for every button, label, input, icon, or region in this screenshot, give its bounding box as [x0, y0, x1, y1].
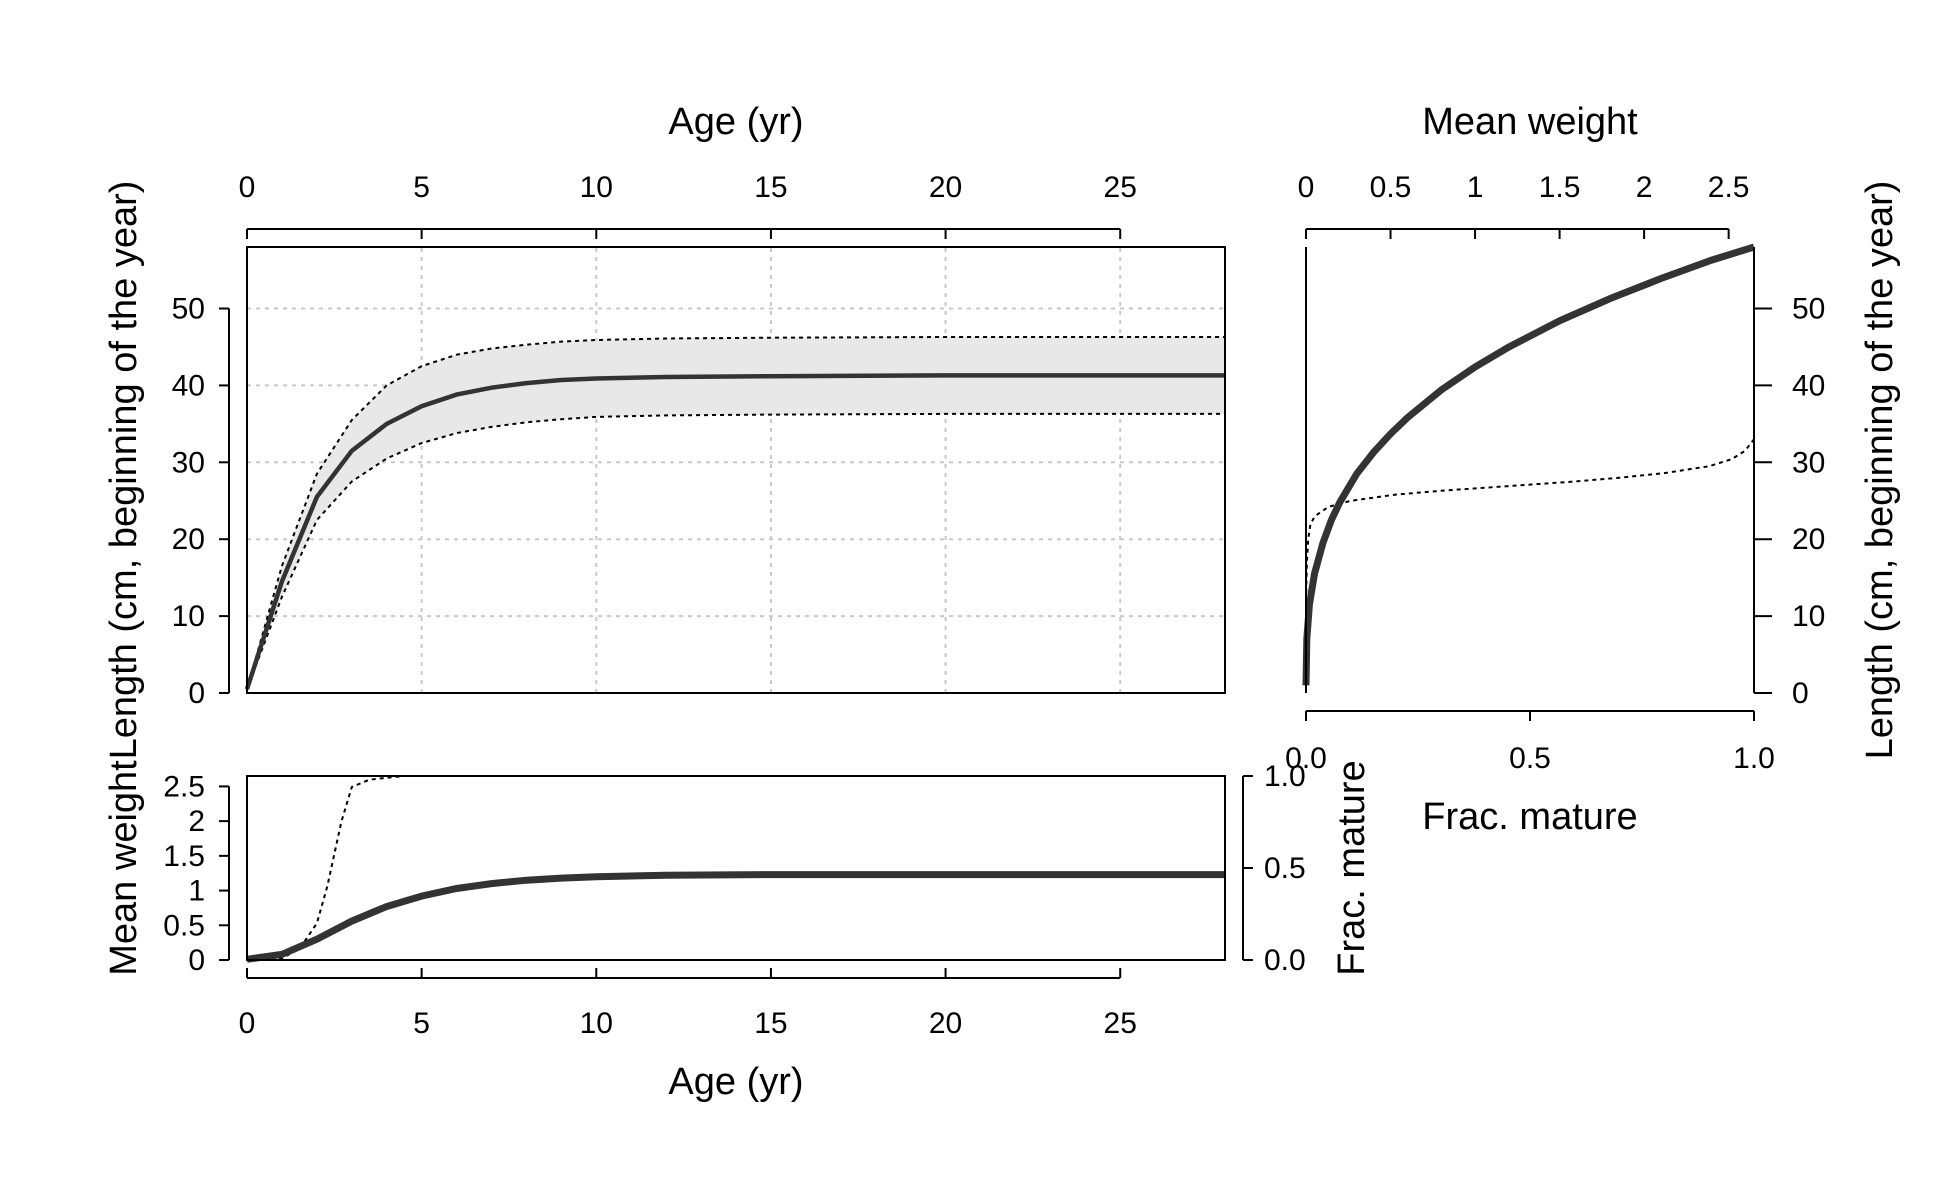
- mean-weight-y-axis-label: Mean weight: [103, 760, 145, 976]
- weight-length-line: [1302, 243, 1756, 686]
- frac-mature-bottom-x-axis: 0.0 0.5 1.0: [1285, 710, 1775, 775]
- x-tick-label: 25: [1104, 171, 1137, 204]
- mean-weight-top-x-axis: 0 0.5 1 1.5 2 2.5: [1298, 171, 1750, 239]
- length-at-age-y-axis-label: Length (cm, beginning of the year): [103, 181, 145, 760]
- frac-mature-y-axis-label: Frac. mature: [1331, 760, 1373, 975]
- mean-weight-top-x-axis-label: Mean weight: [1422, 101, 1638, 143]
- length-at-age-grid: [247, 247, 1225, 693]
- weight-maturity-left-y-axis: 00.511.522.5: [163, 770, 230, 977]
- y-tick-label: 30: [172, 446, 205, 479]
- frac-mature-x-axis-label: Frac. mature: [1422, 796, 1637, 838]
- y-tick-label: 10: [172, 600, 205, 633]
- x-top-tick-label: 2: [1636, 171, 1653, 204]
- y-tick-label: 0: [188, 677, 205, 710]
- y-right-tick-label: 0.0: [1264, 944, 1306, 977]
- x-top-tick-label: 1: [1467, 171, 1484, 204]
- x-tick-label: 15: [754, 171, 787, 204]
- panel-length-vs-weight-maturity: 0.0 0.5 1.0 0 0.5 1 1.5 2 2.5 0 10 20 30 40 50 Frac.…: [1285, 101, 1901, 838]
- length-at-age-plot-frame: [246, 246, 1226, 694]
- y-tick-label: 2: [188, 805, 205, 838]
- y-right-tick-label: 1.0: [1264, 760, 1306, 793]
- x-tick-label: 0.5: [1509, 742, 1551, 775]
- y-tick-label: 0: [1792, 677, 1809, 710]
- x-tick-label: 20: [929, 171, 962, 204]
- x-top-tick-label: 0: [1298, 171, 1315, 204]
- weight-maturity-x-axis-label: Age (yr): [668, 1061, 803, 1103]
- y-tick-label: 50: [1792, 293, 1825, 326]
- mean-weight-line: [246, 871, 1225, 963]
- y-tick-label: 50: [172, 293, 205, 326]
- y-tick-label: 40: [172, 369, 205, 402]
- y-tick-label: 1: [188, 875, 205, 908]
- x-top-tick-label: 1.5: [1539, 171, 1581, 204]
- weight-maturity-right-y-axis: 0.0 0.5 1.0: [1242, 760, 1306, 977]
- x-top-tick-label: 2.5: [1708, 171, 1750, 204]
- x-tick-label: 10: [580, 171, 613, 204]
- y-tick-label: 0.5: [163, 909, 205, 942]
- y-tick-label: 1.5: [163, 840, 205, 873]
- length-at-age-left-y-axis: 0 10 20 30 40 50: [172, 293, 230, 710]
- weight-maturity-plot-frame: [246, 775, 1226, 961]
- panel-weight-maturity-at-age: 0 5 10 15 20 25 00.511.522.5 0.00.51.0 Age (y…: [103, 760, 1373, 1103]
- y-tick-label: 2.5: [163, 770, 205, 803]
- x-tick-label: 15: [754, 1007, 787, 1040]
- x-tick-label: 25: [1104, 1007, 1137, 1040]
- x-tick-label: 20: [929, 1007, 962, 1040]
- y-tick-label: 40: [1792, 369, 1825, 402]
- y-right-tick-label: 0.5: [1264, 852, 1306, 885]
- length-at-age-x-axis-label: Age (yr): [668, 101, 803, 143]
- maturity-length-line: [1305, 438, 1755, 601]
- x-tick-label: 5: [413, 1007, 430, 1040]
- x-tick-label: 0: [239, 171, 256, 204]
- weight-maturity-bottom-x-axis: 0 5 10 15 20 25: [239, 968, 1137, 1040]
- x-tick-label: 0: [239, 1007, 256, 1040]
- panel-length-at-age: 0 5 10 15 20 25 0 10 20 30 40 50 Age (yr) Length (…: [103, 101, 1226, 760]
- x-top-tick-label: 0.5: [1370, 171, 1412, 204]
- length-right-y-axis-label: Length (cm, beginning of the year): [1859, 181, 1901, 760]
- length-right-y-axis: 0 10 20 30 40 50: [1754, 293, 1825, 710]
- frac-mature-line: [246, 775, 1225, 961]
- length-upper-bound-line: [246, 336, 1225, 690]
- length-confidence-band: [247, 337, 1225, 690]
- x-tick-label: 1.0: [1733, 742, 1775, 775]
- y-tick-label: 20: [1792, 523, 1825, 556]
- length-at-age-top-x-axis: 0 5 10 15 20 25: [239, 171, 1137, 239]
- y-tick-label: 0: [188, 944, 205, 977]
- length-mean-line: [244, 373, 1225, 690]
- x-tick-label: 5: [413, 171, 430, 204]
- length-lower-bound-line: [246, 412, 1225, 690]
- x-tick-label: 0.0: [1285, 742, 1327, 775]
- y-tick-label: 10: [1792, 600, 1825, 633]
- y-tick-label: 20: [172, 523, 205, 556]
- y-tick-label: 30: [1792, 446, 1825, 479]
- x-tick-label: 10: [580, 1007, 613, 1040]
